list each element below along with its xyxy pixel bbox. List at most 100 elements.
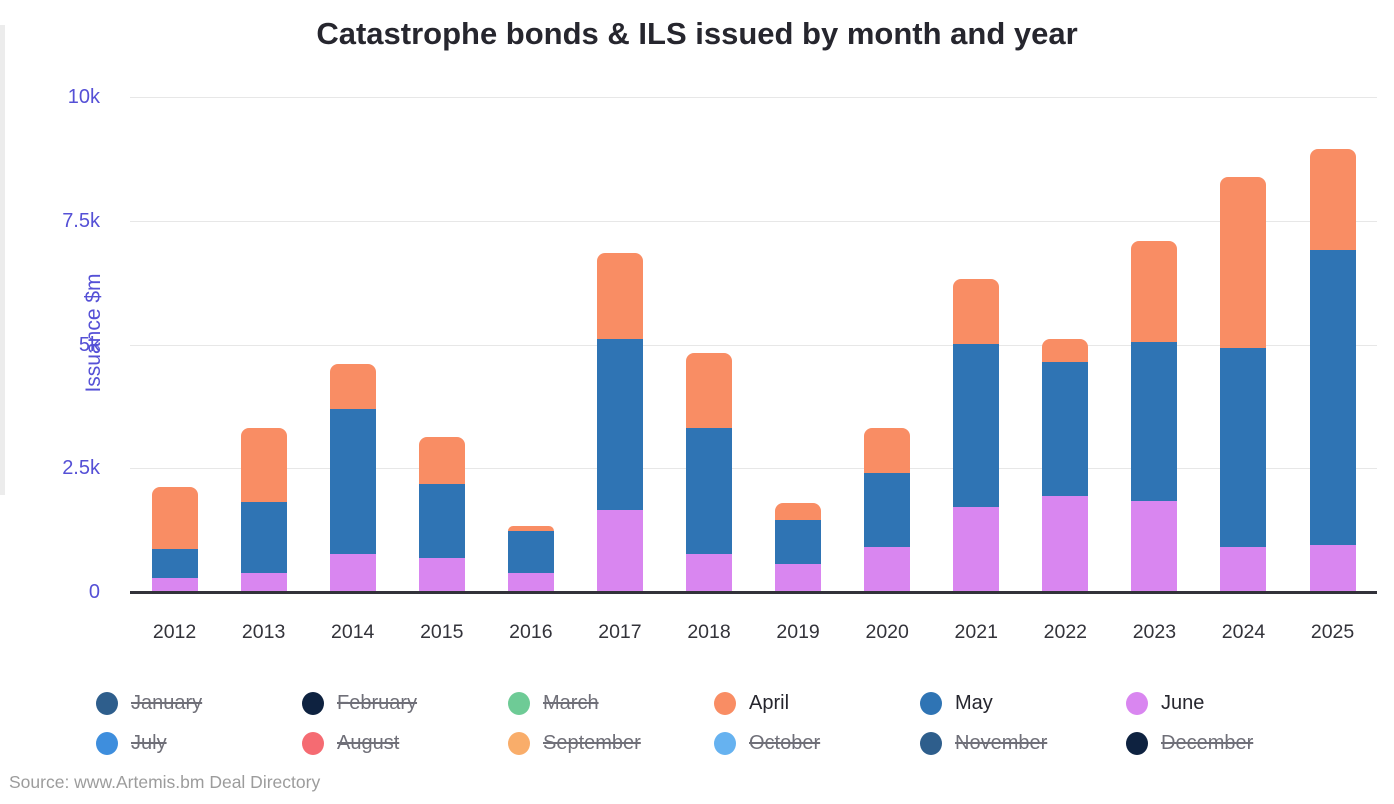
bar-segment-june-2019[interactable] (775, 563, 822, 592)
legend-item-december[interactable]: December (1126, 730, 1332, 757)
x-tick-label-2024: 2024 (1221, 621, 1266, 643)
stacked-bar-2017 (596, 252, 643, 592)
gridline-2.5k (130, 468, 1377, 470)
legend-item-january[interactable]: January (96, 690, 302, 717)
bar-segment-april-2015[interactable] (418, 437, 465, 485)
bar-segment-june-2014[interactable] (329, 553, 376, 592)
chart-title: Catastrophe bonds & ILS issued by month … (316, 16, 1078, 51)
x-tick-label-2017: 2017 (598, 621, 642, 643)
bar-group-2014 (308, 97, 397, 592)
legend-marker-october (714, 732, 736, 755)
legend-label-july: July (131, 732, 167, 754)
bar-segment-april-2012[interactable] (151, 487, 198, 549)
legend-marker-june (1126, 692, 1148, 715)
bar-segment-may-2015[interactable] (418, 484, 465, 558)
legend-marker-february (302, 692, 324, 715)
bar-segment-june-2024[interactable] (1220, 546, 1267, 592)
stacked-bar-2018 (686, 353, 732, 592)
y-tick-label-7.5k: 7.5k (62, 209, 100, 232)
x-tick-label-2019: 2019 (776, 621, 820, 643)
legend-label-september: September (543, 732, 641, 754)
bar-segment-may-2020[interactable] (864, 473, 911, 548)
bar-segment-may-2013[interactable] (240, 501, 287, 573)
bar-group-2019 (754, 97, 843, 592)
bar-segment-april-2021[interactable] (953, 279, 1000, 344)
bar-segment-june-2021[interactable] (953, 507, 1000, 592)
bar-segment-june-2025[interactable] (1309, 544, 1356, 592)
legend-item-may[interactable]: May (920, 690, 1126, 717)
bar-group-2021 (932, 97, 1021, 592)
stacked-bar-2012 (151, 487, 198, 592)
legend-marker-september (508, 732, 530, 755)
bar-segment-june-2018[interactable] (686, 553, 732, 592)
gridline-10k (130, 97, 1377, 98)
bar-segment-june-2015[interactable] (418, 557, 465, 592)
legend-item-march[interactable]: March (508, 690, 714, 717)
bar-segment-april-2016[interactable] (507, 525, 554, 532)
bar-group-2025 (1288, 97, 1377, 592)
bar-segment-april-2025[interactable] (1309, 149, 1356, 250)
bar-segment-april-2013[interactable] (240, 427, 287, 502)
stacked-bar-2023 (1131, 240, 1178, 592)
x-tick-label-2023: 2023 (1132, 621, 1177, 643)
bar-segment-may-2014[interactable] (329, 408, 376, 554)
bar-group-2016 (486, 97, 575, 592)
legend-marker-april (714, 692, 736, 715)
x-axis-tick-labels: 2012 2013 2014 2015 2016 2017 2018 2019 2020 2021… (130, 621, 1377, 644)
bar-segment-april-2023[interactable] (1131, 240, 1178, 342)
legend-item-september[interactable]: September (508, 730, 714, 757)
bar-segment-june-2012[interactable] (151, 578, 198, 592)
bar-segment-may-2016[interactable] (507, 531, 554, 573)
bar-segment-may-2021[interactable] (953, 343, 1000, 508)
source-credit: Source: www.Artemis.bm Deal Directory (9, 772, 321, 792)
bar-group-2017 (575, 97, 664, 592)
bar-segment-may-2025[interactable] (1309, 249, 1356, 545)
stacked-bar-2025 (1309, 149, 1356, 592)
legend-item-june[interactable]: June (1126, 690, 1332, 717)
plot-area (130, 97, 1377, 594)
bar-segment-june-2020[interactable] (864, 547, 911, 592)
bar-segment-may-2022[interactable] (1042, 361, 1089, 496)
legend-marker-may (920, 692, 942, 715)
legend-label-november: November (955, 732, 1048, 754)
bar-segment-june-2023[interactable] (1131, 501, 1178, 592)
bar-segment-april-2024[interactable] (1220, 176, 1267, 348)
legend-item-april[interactable]: April (714, 690, 920, 717)
legend-item-february[interactable]: February (302, 690, 508, 717)
stacked-bar-2021 (953, 279, 1000, 592)
legend-marker-august (302, 732, 324, 755)
bar-segment-april-2018[interactable] (686, 353, 732, 429)
bar-segment-april-2017[interactable] (596, 252, 643, 340)
bar-group-2020 (843, 97, 932, 592)
bar-segment-may-2018[interactable] (686, 428, 732, 554)
legend-item-october[interactable]: October (714, 730, 920, 757)
bar-segment-may-2012[interactable] (151, 548, 198, 579)
legend-label-february: February (337, 692, 418, 714)
bar-segment-june-2013[interactable] (240, 572, 287, 592)
legend-item-august[interactable]: August (302, 730, 508, 757)
legend-item-november[interactable]: November (920, 730, 1126, 757)
legend-label-january: January (131, 692, 203, 714)
legend-label-march: March (543, 692, 599, 714)
x-tick-label-2015: 2015 (420, 621, 464, 643)
bar-group-2018 (664, 97, 753, 592)
bar-segment-april-2022[interactable] (1042, 338, 1089, 362)
legend-marker-december (1126, 732, 1148, 755)
bar-group-2013 (219, 97, 308, 592)
bar-segment-june-2017[interactable] (596, 510, 643, 592)
bar-segment-april-2020[interactable] (864, 427, 911, 474)
bar-segment-april-2014[interactable] (329, 363, 376, 409)
bar-segment-april-2019[interactable] (775, 503, 822, 520)
bar-segment-may-2024[interactable] (1220, 347, 1267, 547)
bar-segment-may-2019[interactable] (775, 519, 822, 564)
bar-segment-june-2022[interactable] (1042, 495, 1089, 592)
x-tick-label-2018: 2018 (687, 621, 731, 643)
bar-segment-june-2016[interactable] (507, 572, 554, 592)
x-tick-label-2013: 2013 (241, 621, 286, 643)
bar-segment-may-2017[interactable] (596, 339, 643, 511)
x-tick-label-2022: 2022 (1043, 621, 1088, 643)
bar-segment-may-2023[interactable] (1131, 341, 1178, 502)
legend-item-july[interactable]: July (96, 730, 302, 757)
stacked-bar-2022 (1042, 338, 1089, 592)
